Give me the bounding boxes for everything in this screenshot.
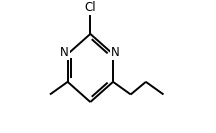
Text: N: N (111, 46, 120, 59)
Text: N: N (60, 46, 69, 59)
Text: Cl: Cl (84, 1, 96, 14)
